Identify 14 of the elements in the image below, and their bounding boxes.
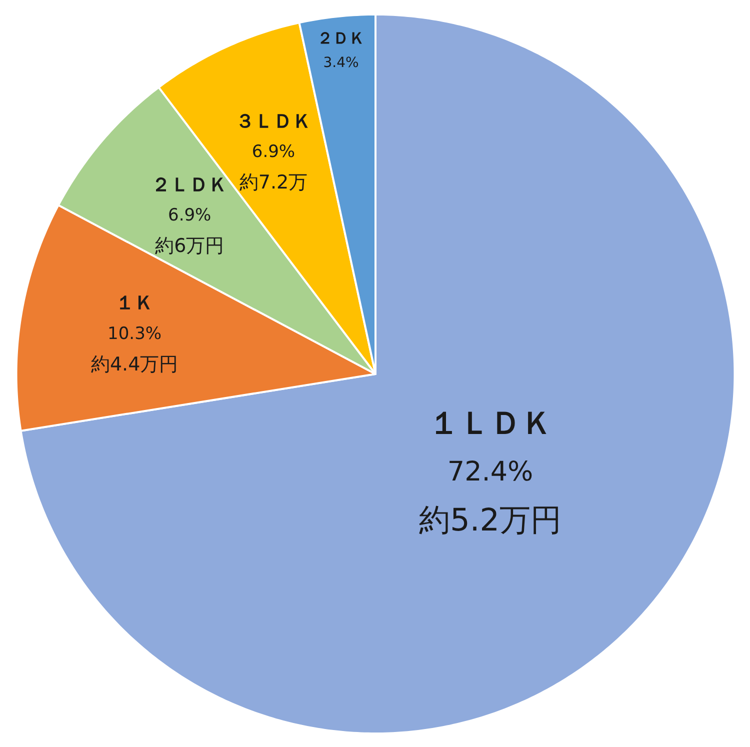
text: 約4.4万円 xyxy=(90,353,178,376)
data-label: 6.9% xyxy=(252,142,296,162)
slice-label: １ＬＤＫ xyxy=(428,405,552,442)
data-label: 72.4% xyxy=(447,456,534,488)
slice-label: １Ｋ xyxy=(116,292,154,314)
slice-label: ２ＬＤＫ xyxy=(152,174,228,196)
data-label: 3.4% xyxy=(323,55,359,72)
text: 約6万円 xyxy=(155,234,224,257)
data-label: 6.9% xyxy=(168,205,212,226)
slice-label: ３ＬＤＫ xyxy=(235,110,312,132)
data-label: 10.3% xyxy=(108,324,162,344)
text: 約7.2万 xyxy=(239,171,308,194)
text: 約5.2万円 xyxy=(419,502,562,539)
slice-label: ２ＤＫ xyxy=(317,28,365,48)
